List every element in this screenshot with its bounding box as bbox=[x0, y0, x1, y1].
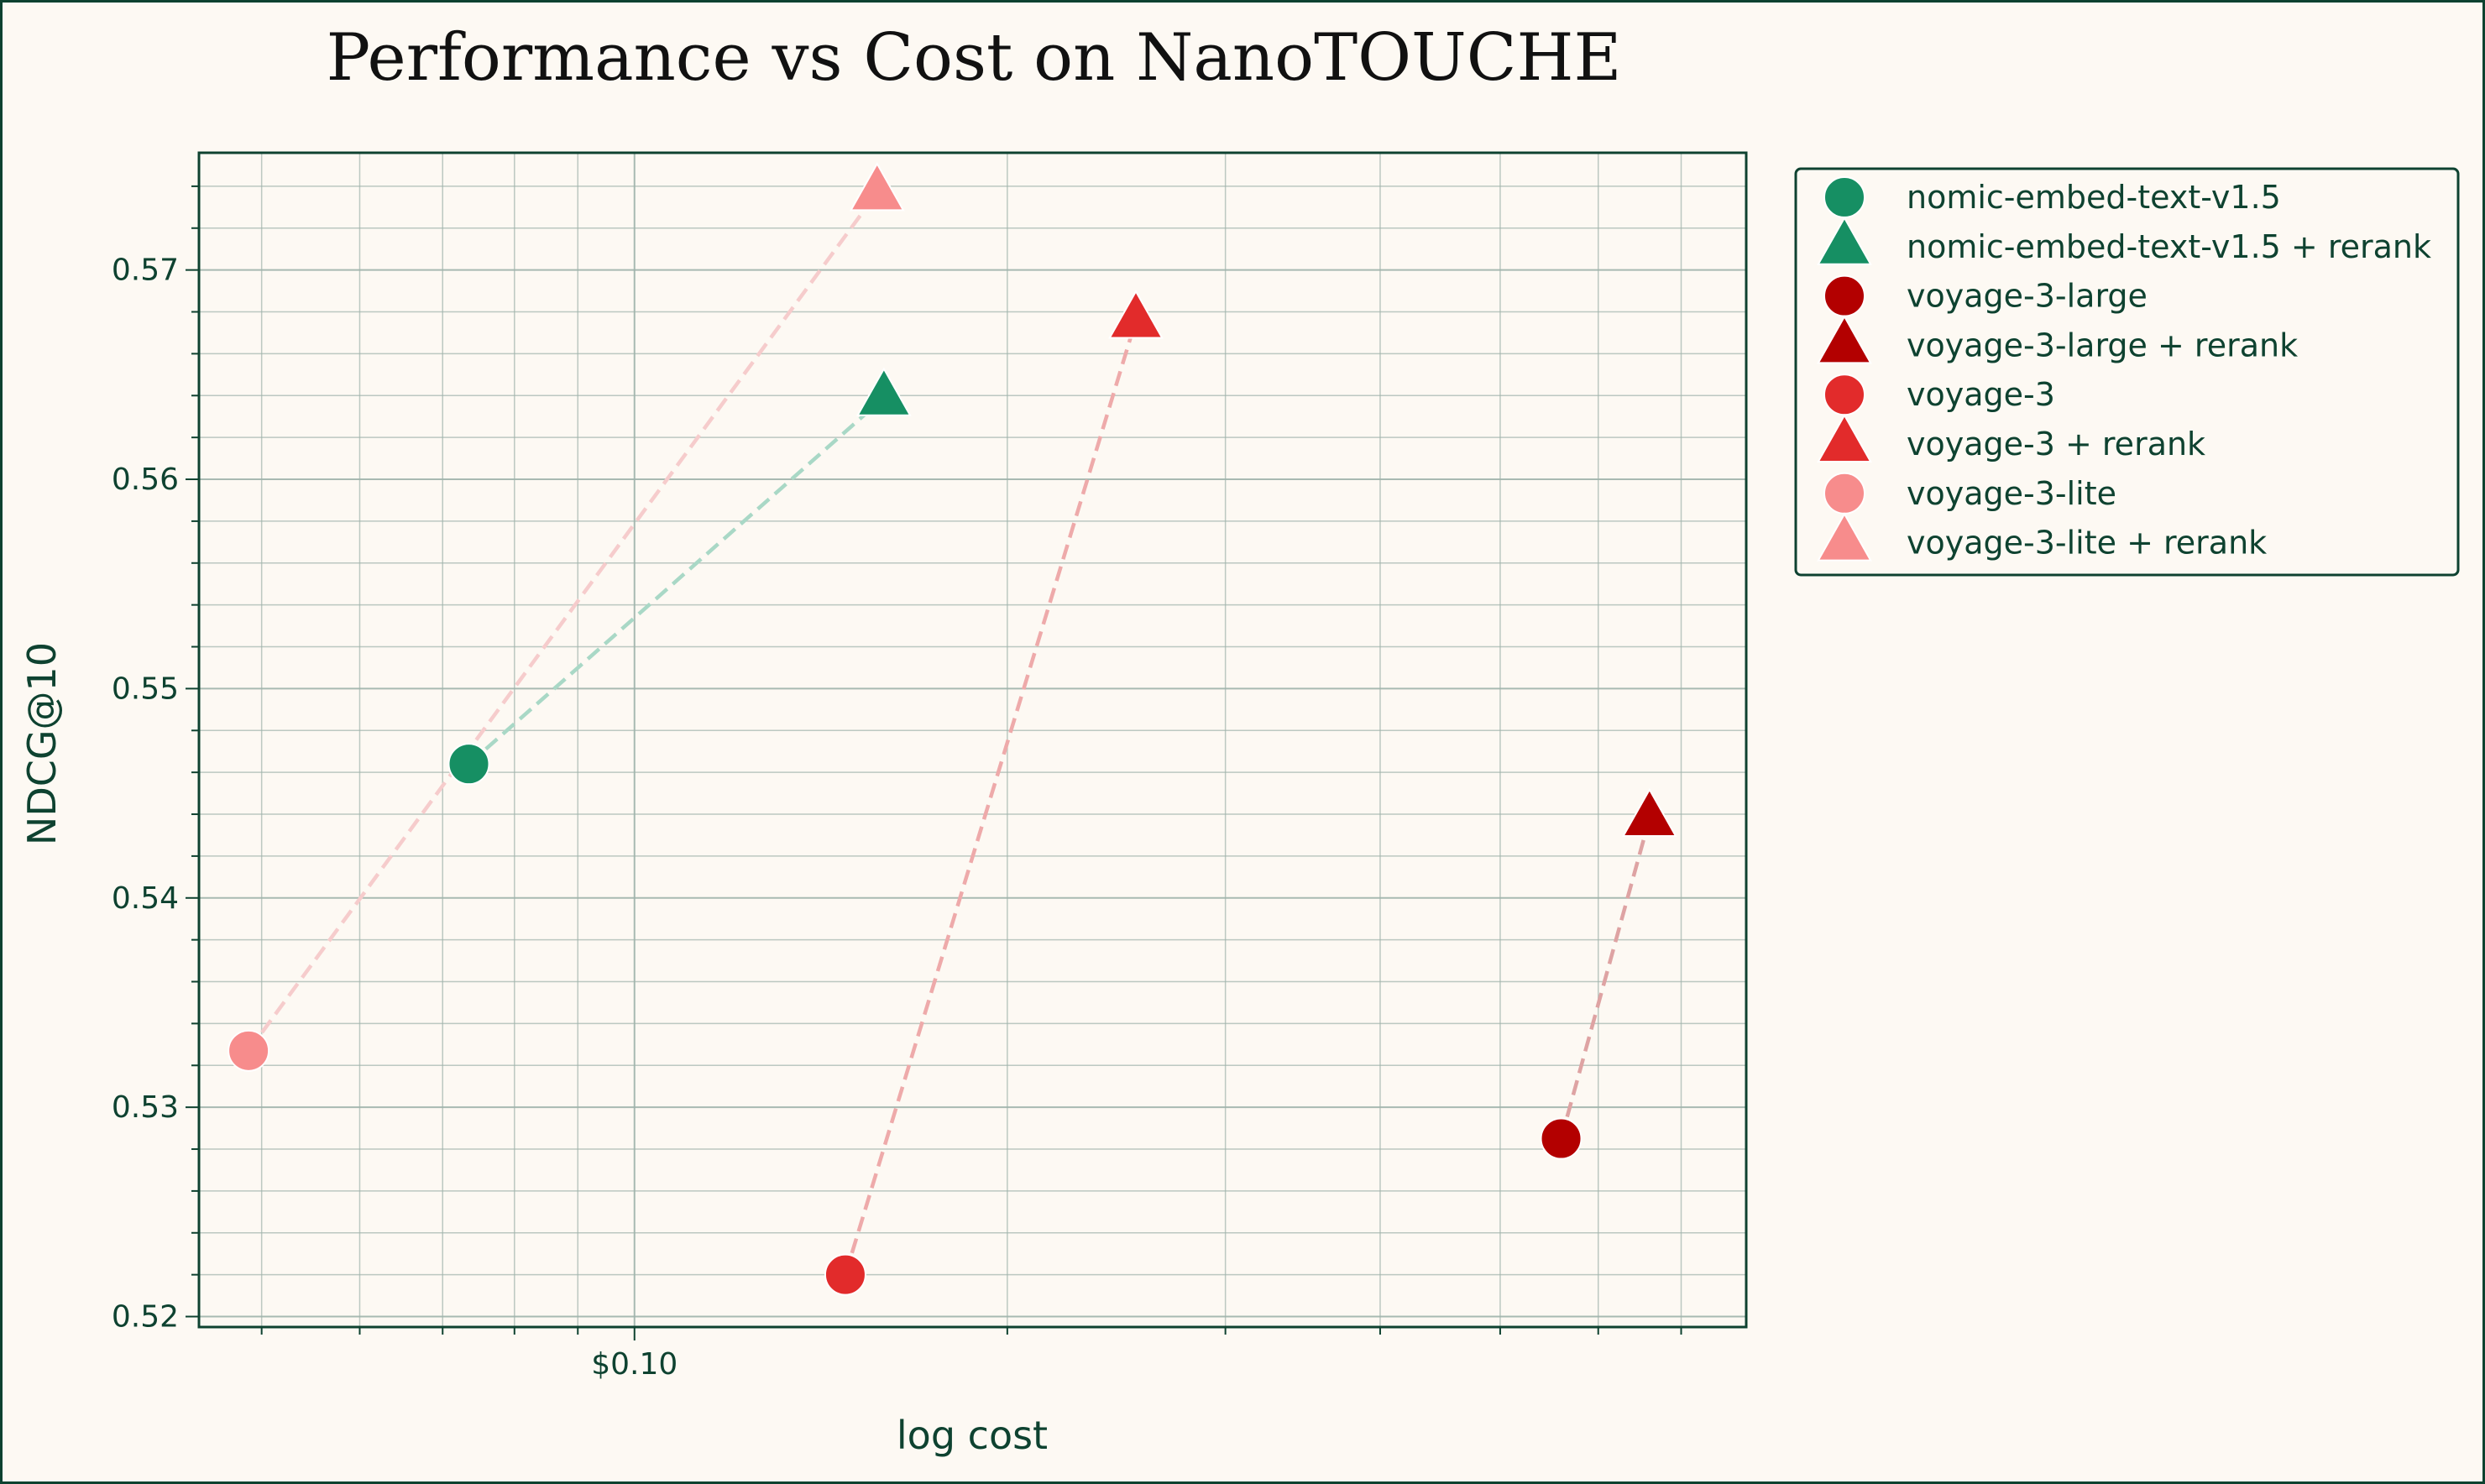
legend-entry-label: nomic-embed-text-v1.5 bbox=[1907, 179, 2281, 216]
legend-circle-marker bbox=[1823, 374, 1865, 416]
chart-title: Performance vs Cost on NanoTOUCHE bbox=[327, 20, 1622, 96]
x-tick-label: $0.10 bbox=[591, 1347, 677, 1382]
circle-point bbox=[228, 1029, 270, 1072]
legend-circle-marker bbox=[1823, 472, 1865, 515]
legend-circle-marker bbox=[1823, 176, 1865, 218]
legend-entry-label: nomic-embed-text-v1.5 + rerank bbox=[1907, 228, 2431, 265]
connector-line bbox=[843, 319, 1138, 1276]
connector-line bbox=[247, 191, 879, 1053]
x-axis-label: log cost bbox=[897, 1413, 1048, 1458]
legend-triangle-marker bbox=[1817, 512, 1872, 562]
y-tick-label: 0.52 bbox=[112, 1300, 179, 1335]
y-tick-label: 0.56 bbox=[112, 462, 179, 497]
data-points bbox=[228, 162, 1677, 1296]
axis-ticks: $0.10 0.52 0.53 0.54 0.55 0.56 0.57 bbox=[112, 185, 1682, 1382]
legend-entry-label: voyage-3 + rerank bbox=[1907, 426, 2205, 462]
triangle-point bbox=[1621, 787, 1677, 837]
y-tick-label: 0.53 bbox=[112, 1090, 179, 1125]
legend-entry-label: voyage-3-lite bbox=[1907, 475, 2116, 512]
circle-point bbox=[1540, 1117, 1583, 1160]
connector-line bbox=[468, 396, 886, 766]
legend-triangle-marker bbox=[1817, 315, 1872, 364]
triangle-point bbox=[1108, 290, 1164, 339]
triangle-point bbox=[855, 367, 912, 416]
connector-line bbox=[1559, 818, 1651, 1140]
plot-area-border bbox=[197, 151, 1748, 1329]
legend-triangle-marker bbox=[1817, 216, 1872, 265]
y-tick-label: 0.54 bbox=[112, 881, 179, 916]
legend-triangle-marker bbox=[1817, 413, 1872, 462]
y-axis-label: NDCG@10 bbox=[19, 642, 65, 845]
legend-entry-label: voyage-3 bbox=[1907, 376, 2055, 413]
circle-point bbox=[824, 1253, 866, 1296]
y-tick-label: 0.55 bbox=[112, 671, 179, 706]
connectors bbox=[247, 191, 1651, 1276]
legend-circle-marker bbox=[1823, 274, 1865, 317]
legend-entry-label: voyage-3-large bbox=[1907, 278, 2148, 315]
legend-entry-label: voyage-3-lite + rerank bbox=[1907, 525, 2267, 562]
legend-box bbox=[1794, 167, 2460, 577]
grid bbox=[199, 153, 1746, 1327]
legend: nomic-embed-text-v1.5 nomic-embed-text-v1… bbox=[1794, 167, 2460, 577]
triangle-point bbox=[849, 162, 905, 212]
circle-point bbox=[447, 743, 490, 786]
y-tick-label: 0.57 bbox=[112, 253, 179, 288]
legend-entry-label: voyage-3-large + rerank bbox=[1907, 327, 2298, 363]
